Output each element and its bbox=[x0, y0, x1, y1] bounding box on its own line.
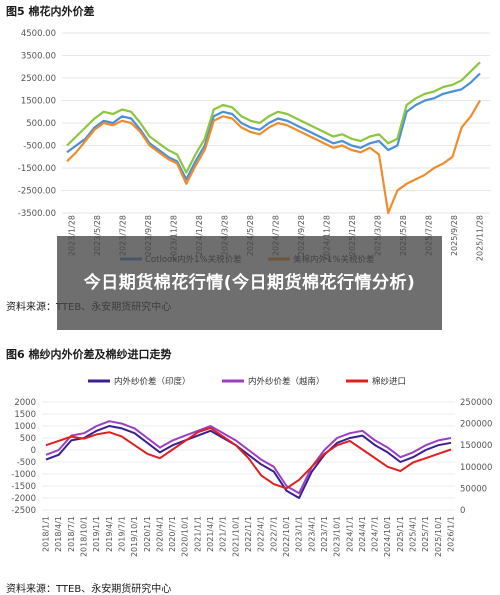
x-tick-label: 2018/4/1 bbox=[54, 516, 63, 552]
y-tick-label: -1500.00 bbox=[18, 164, 56, 174]
series-line bbox=[66, 61, 481, 174]
x-tick-label: 2021/1/1 bbox=[193, 516, 202, 552]
x-tick-label: 2023/9/28 bbox=[144, 215, 153, 256]
legend-label: 内外纱价差（印度） bbox=[114, 376, 191, 387]
x-tick-label: 2022/7/1 bbox=[269, 516, 278, 552]
x-tick-label: 2024/9/28 bbox=[297, 215, 306, 256]
x-tick-label: 2021/7/1 bbox=[219, 516, 228, 552]
x-tick-label: 2020/10/1 bbox=[181, 516, 190, 557]
y-right-tick-label: 0 bbox=[460, 506, 465, 516]
x-tick-label: 2024/5/28 bbox=[246, 215, 255, 256]
x-tick-label: 2020/4/1 bbox=[155, 516, 164, 552]
y-right-tick-label: 250000 bbox=[460, 398, 492, 408]
x-tick-label: 2018/1/1 bbox=[42, 516, 51, 552]
figure5-title: 图5 棉花内外价差 bbox=[6, 5, 95, 18]
legend-label: 内外纱价差（越南） bbox=[248, 376, 325, 387]
x-tick-label: 2025/7/1 bbox=[421, 516, 430, 552]
series-line bbox=[45, 426, 452, 490]
headline-overlay[interactable]: 今日期货棉花行情(今日期货棉花行情分析) bbox=[57, 236, 442, 330]
yarn-spread-chart: 2000 1500 1000 500 0 -500 -1000 -1500 -2000 -2500… bbox=[11, 376, 492, 557]
x-tick-label: 2022/10/1 bbox=[282, 516, 291, 557]
x-tick-label: 2021/4/1 bbox=[206, 516, 215, 552]
series-line bbox=[66, 72, 481, 181]
x-tick-label: 2019/4/1 bbox=[105, 516, 114, 552]
x-tick-label: 2024/4/1 bbox=[358, 516, 367, 552]
y-tick-label: -500.00 bbox=[23, 142, 56, 152]
x-tick-label: 2024/1/28 bbox=[195, 215, 204, 256]
x-tick-label: 2021/10/1 bbox=[231, 516, 240, 557]
y-left-tick-label: 500 bbox=[20, 434, 36, 444]
x-tick-label: 2025/1/1 bbox=[396, 516, 405, 552]
x-tick-label: 2022/1/1 bbox=[244, 516, 253, 552]
y-tick-label: 3500.00 bbox=[21, 52, 56, 62]
x-tick-label: 2026/1/1 bbox=[447, 516, 456, 552]
x-tick-label: 2023/4/1 bbox=[307, 516, 316, 552]
y-left-tick-label: -1000 bbox=[11, 470, 36, 480]
figure6-title: 图6 棉纱内外价差及棉纱进口走势 bbox=[6, 348, 172, 361]
y-left-tick-label: 1500 bbox=[14, 410, 36, 420]
x-tick-label: 2024/10/1 bbox=[383, 516, 392, 557]
x-tick-label: 2020/1/1 bbox=[143, 516, 152, 552]
series-line bbox=[66, 99, 481, 215]
x-tick-label: 2025/10/1 bbox=[434, 516, 443, 557]
y-left-tick-label: 2000 bbox=[14, 398, 36, 408]
y-right-tick-label: 100000 bbox=[460, 463, 492, 473]
y-right-tick-label: 200000 bbox=[460, 420, 492, 430]
y-left-tick-label: 0 bbox=[31, 446, 36, 456]
y-right-tick-label: 150000 bbox=[460, 441, 492, 451]
y-tick-label: 500.00 bbox=[26, 119, 56, 129]
x-tick-label: 2025/3/28 bbox=[374, 215, 383, 256]
x-tick-label: 2023/1/1 bbox=[295, 516, 304, 552]
x-tick-label: 2019/1/1 bbox=[92, 516, 101, 552]
x-tick-label: 2024/7/1 bbox=[371, 516, 380, 552]
legend-label: 棉纱进口 bbox=[372, 376, 406, 387]
headline-text[interactable]: 今日期货棉花行情(今日期货棉花行情分析) bbox=[83, 273, 416, 293]
x-tick-label: 2025/4/1 bbox=[409, 516, 418, 552]
x-tick-label: 2025/7/28 bbox=[425, 215, 434, 256]
y-left-tick-label: -2500 bbox=[11, 506, 36, 516]
y-tick-label: -2500.00 bbox=[18, 187, 56, 197]
x-tick-label: 2018/10/1 bbox=[79, 516, 88, 557]
y-tick-label: -3500.00 bbox=[18, 209, 56, 219]
x-tick-label: 2024/7/28 bbox=[272, 215, 281, 256]
x-tick-label: 2022/4/1 bbox=[257, 516, 266, 552]
x-tick-label: 2025/11/28 bbox=[476, 215, 485, 261]
x-tick-label: 2023/7/1 bbox=[320, 516, 329, 552]
series-line bbox=[45, 425, 452, 499]
x-tick-label: 2025/5/28 bbox=[399, 215, 408, 256]
x-tick-label: 2025/9/28 bbox=[450, 215, 459, 256]
x-tick-label: 2019/7/1 bbox=[117, 516, 126, 552]
x-tick-label: 2023/5/28 bbox=[93, 215, 102, 256]
y-left-tick-label: -2000 bbox=[11, 494, 36, 504]
x-tick-label: 2024/3/28 bbox=[221, 215, 230, 256]
x-tick-label: 2024/1/1 bbox=[345, 516, 354, 552]
x-tick-label: 2020/7/1 bbox=[168, 516, 177, 552]
y-left-tick-label: 1000 bbox=[14, 422, 36, 432]
x-tick-label: 2019/10/1 bbox=[130, 516, 139, 557]
x-tick-label: 2018/7/1 bbox=[67, 516, 76, 552]
y-right-tick-label: 50000 bbox=[460, 484, 487, 494]
figure6-source: 资料来源：TTEB、永安期货研究中心 bbox=[6, 584, 172, 595]
y-left-tick-label: -1500 bbox=[11, 482, 36, 492]
x-tick-label: 2025/1/28 bbox=[348, 215, 357, 256]
y-tick-label: 1500.00 bbox=[21, 97, 56, 107]
x-tick-label: 2023/1/28 bbox=[68, 215, 77, 256]
y-tick-label: 2500.00 bbox=[21, 74, 56, 84]
series-line bbox=[45, 420, 452, 495]
x-tick-label: 2023/10/1 bbox=[333, 516, 342, 557]
y-tick-label: 4500.00 bbox=[21, 29, 56, 39]
x-tick-label: 2023/7/28 bbox=[119, 215, 128, 256]
y-left-tick-label: -500 bbox=[17, 458, 36, 468]
